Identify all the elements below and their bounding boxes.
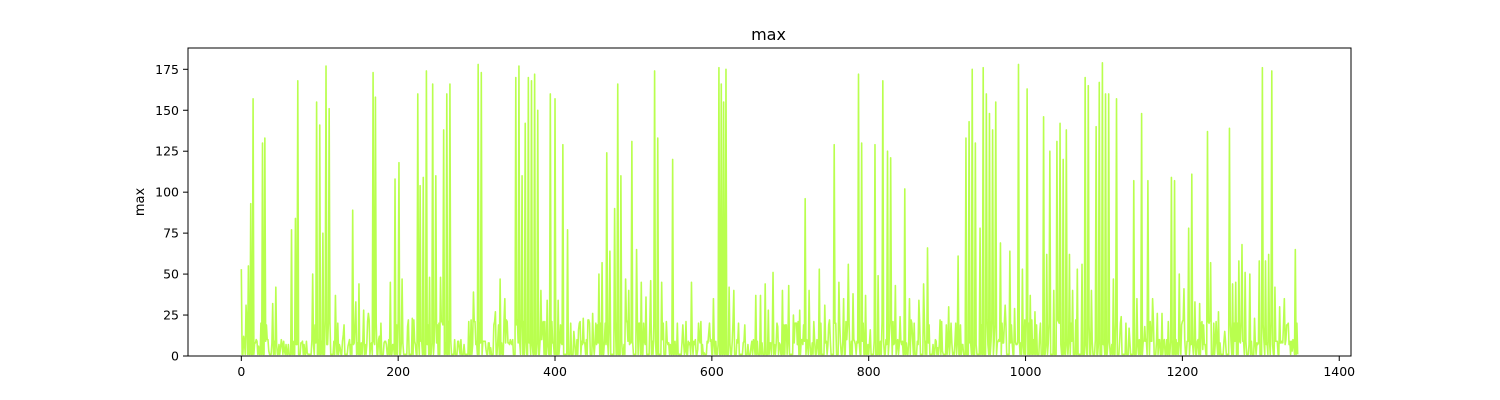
- y-tick-label: 25: [163, 308, 179, 323]
- axes-frame: [187, 47, 1352, 357]
- y-tick-label: 175: [155, 62, 179, 77]
- x-axis: 0 200 400 600 800 1000 1200 1400: [237, 356, 1355, 379]
- y-tick-label: 0: [171, 349, 179, 364]
- x-tick-label: 1400: [1323, 364, 1355, 379]
- x-tick-label: 1000: [1010, 364, 1042, 379]
- x-tick-label: 200: [386, 364, 410, 379]
- y-tick-label: 125: [155, 144, 179, 159]
- x-tick-label: 600: [700, 364, 724, 379]
- y-tick-label: 50: [163, 267, 179, 282]
- x-tick-label: 800: [857, 364, 881, 379]
- y-tick-label: 75: [163, 226, 179, 241]
- x-tick-label: 1200: [1166, 364, 1198, 379]
- x-tick-label: 0: [237, 364, 245, 379]
- series-line: [240, 61, 1299, 356]
- y-tick-label: 150: [155, 103, 179, 118]
- y-tick-label: 100: [155, 185, 179, 200]
- plot-area: 0 200 400 600 800 1000 1200 1400 0 25 50 75 100 125 1…: [155, 47, 1355, 379]
- y-axis: 0 25 50 75 100 125 150 175: [155, 62, 188, 364]
- y-axis-label: max: [133, 188, 148, 217]
- chart-title: max: [751, 25, 786, 44]
- x-tick-label: 400: [543, 364, 567, 379]
